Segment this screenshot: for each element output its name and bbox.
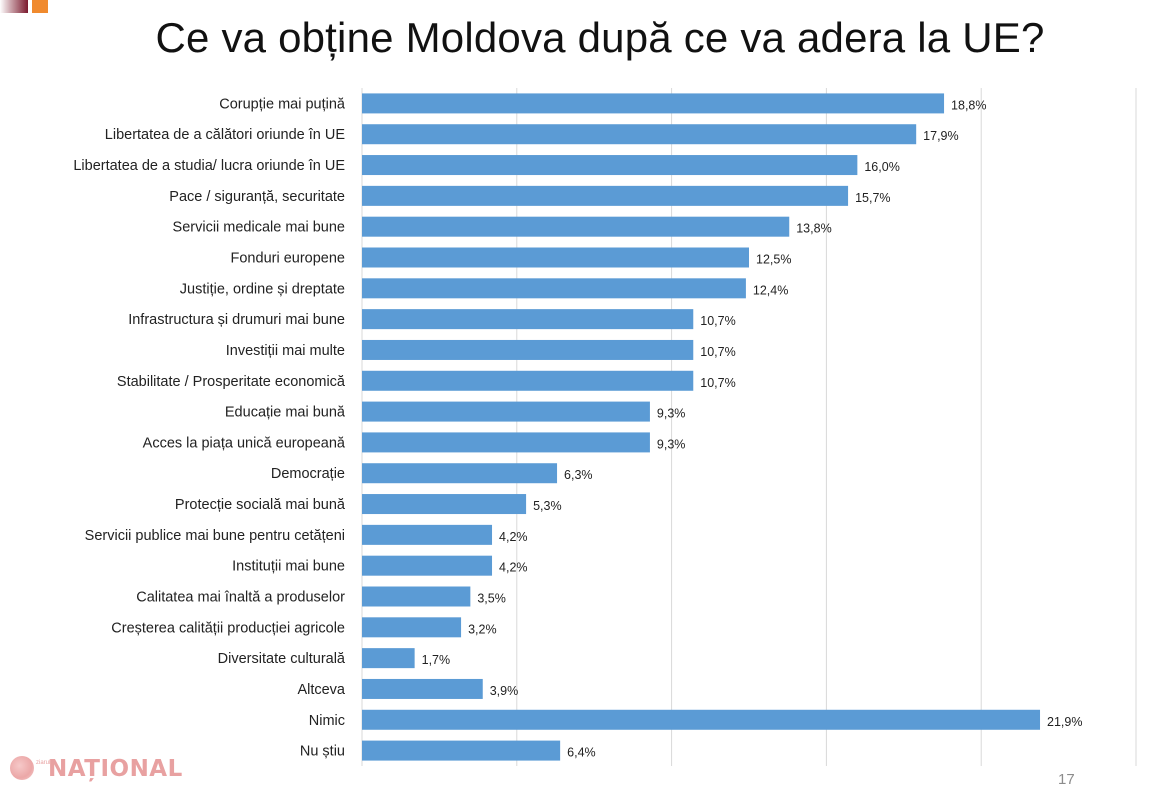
corner-decoration (0, 0, 48, 13)
category-label: Democrație (271, 466, 345, 482)
bar (362, 709, 1041, 730)
data-label: 6,4% (567, 746, 596, 760)
category-label: Educație mai bună (225, 405, 346, 421)
category-label: Corupție mai puțină (219, 96, 346, 112)
page-number: 17 (1058, 771, 1075, 788)
data-label: 9,3% (657, 437, 686, 451)
data-label: 21,9% (1047, 715, 1082, 729)
bar (362, 401, 650, 422)
data-label: 10,7% (700, 345, 735, 359)
data-label: 9,3% (657, 407, 686, 421)
watermark-logo: ziarul NAȚIONAL (10, 754, 190, 784)
data-label: 12,5% (756, 253, 791, 267)
data-label: 15,7% (855, 191, 890, 205)
bar (362, 555, 493, 576)
category-label: Investiții mai multe (226, 343, 345, 359)
watermark-text: NAȚIONAL (48, 756, 183, 782)
category-label: Calitatea mai înaltă a produselor (136, 590, 345, 606)
category-label: Nimic (309, 713, 345, 729)
bar (362, 309, 694, 330)
corner-gradient (0, 0, 28, 13)
category-label: Justiție, ordine și dreptate (180, 281, 345, 297)
category-labels: Corupție mai puțină Libertatea de a călăt… (73, 96, 346, 759)
data-label: 12,4% (753, 283, 788, 297)
data-label: 3,9% (490, 684, 519, 698)
category-label: Pace / siguranță, securitate (169, 189, 345, 205)
category-label: Creșterea calității producției agricole (111, 620, 345, 636)
category-label: Servicii medicale mai bune (173, 220, 345, 236)
category-label: Fonduri europene (231, 251, 345, 267)
corner-orange-square (32, 0, 48, 13)
data-label: 5,3% (533, 499, 562, 513)
bar (362, 124, 917, 145)
category-label: Stabilitate / Prosperitate economică (117, 374, 346, 390)
category-label: Instituții mai bune (232, 559, 345, 575)
bar (362, 247, 749, 268)
category-label: Libertatea de a studia/ lucra oriunde în… (73, 158, 345, 174)
bar (362, 155, 858, 176)
bar (362, 185, 849, 206)
bar (362, 216, 790, 237)
data-label: 17,9% (923, 129, 958, 143)
data-label: 3,2% (468, 622, 497, 636)
category-label: Nu știu (300, 744, 345, 760)
bar (362, 278, 746, 299)
data-label: 1,7% (422, 653, 451, 667)
data-label: 3,5% (477, 592, 506, 606)
bar (362, 617, 462, 638)
watermark-circle-icon (10, 756, 34, 780)
bar (362, 494, 527, 515)
category-label: Protecție socială mai bună (175, 497, 346, 513)
category-label: Diversitate culturală (218, 651, 346, 667)
data-label: 10,7% (700, 314, 735, 328)
slide-title: Ce va obține Moldova după ce va adera la… (155, 14, 1045, 61)
bars (362, 93, 1041, 761)
bar (362, 524, 493, 545)
bar (362, 463, 558, 484)
data-label: 16,0% (864, 160, 899, 174)
bar (362, 648, 415, 669)
category-label: Acces la piața unică europeană (143, 435, 346, 451)
data-label: 13,8% (796, 222, 831, 236)
bar (362, 740, 561, 761)
bar (362, 93, 945, 114)
bar (362, 678, 483, 699)
bar (362, 432, 650, 453)
category-label: Infrastructura și drumuri mai bune (128, 312, 345, 328)
data-label: 10,7% (700, 376, 735, 390)
data-label: 6,3% (564, 468, 593, 482)
bar (362, 370, 694, 391)
category-label: Libertatea de a călători oriunde în UE (105, 127, 346, 143)
data-label: 4,2% (499, 530, 527, 544)
data-label: 4,2% (499, 561, 527, 575)
data-label: 18,8% (951, 98, 986, 112)
watermark-small-text: ziarul (36, 760, 51, 766)
bar (362, 586, 471, 607)
data-labels: 18,8% 17,9% 16,0% 15,7% 13,8% 12,5% 12,4% 10,7%… (422, 98, 1083, 759)
category-label: Servicii publice mai bune pentru cetățen… (85, 528, 345, 544)
category-label: Altceva (297, 682, 345, 698)
bar (362, 339, 694, 360)
